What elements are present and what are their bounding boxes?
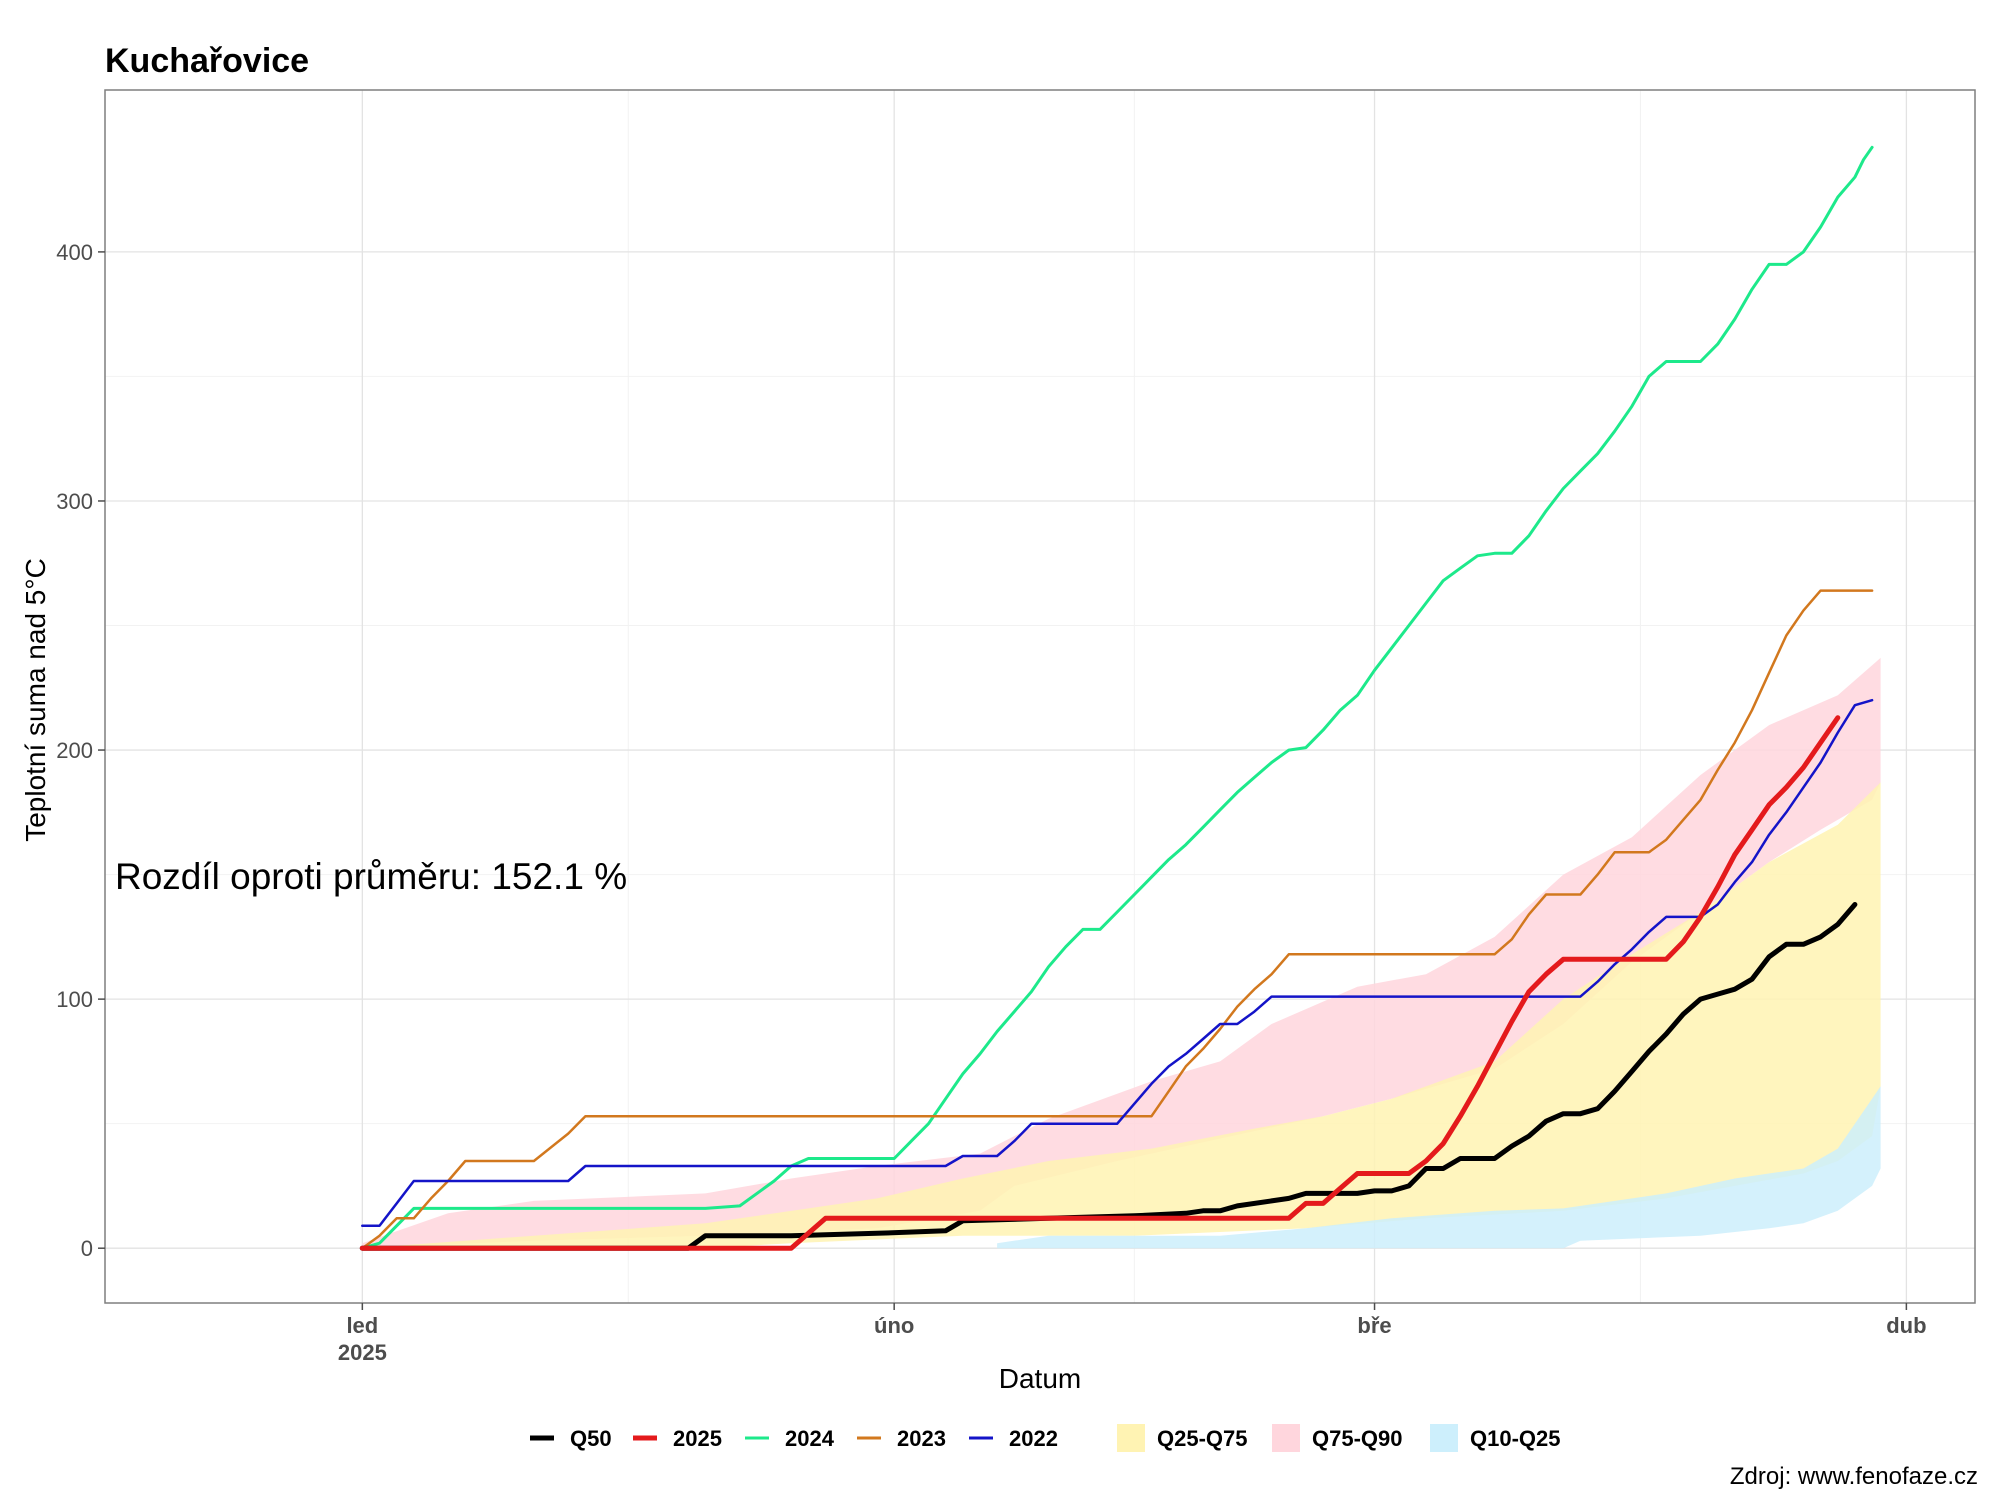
legend-label-q75-q90: Q75-Q90 — [1312, 1426, 1403, 1451]
legend-label-2025: 2025 — [673, 1426, 722, 1451]
y-tick-label: 100 — [56, 987, 93, 1012]
caption-source: Zdroj: www.fenofaze.cz — [1730, 1463, 1978, 1490]
y-tick-label: 200 — [56, 738, 93, 763]
x-tick-label: úno — [874, 1313, 914, 1338]
legend-label-q25-q75: Q25-Q75 — [1157, 1426, 1248, 1451]
chart-title: Kuchařovice — [105, 42, 309, 80]
x-tick-label: dub — [1886, 1313, 1926, 1338]
y-tick-label: 300 — [56, 489, 93, 514]
x-axis-title: Datum — [999, 1363, 1081, 1394]
x-tick-sublabel: 2025 — [338, 1340, 387, 1365]
legend-label-q50: Q50 — [570, 1426, 612, 1451]
band-q75-q90 — [362, 657, 1881, 1249]
series-line-2023 — [361, 589, 1874, 1250]
legend-label-2022: 2022 — [1009, 1426, 1058, 1451]
series-line-2024 — [360, 145, 1874, 1250]
y-tick-label: 400 — [56, 240, 93, 265]
legend-key-q10-q25 — [1430, 1424, 1458, 1452]
legend: Q50 2025 2024 2023 2022 Q25-Q75 Q75-Q90 Q10-Q25 — [530, 1424, 1561, 1452]
band-q25-q75 — [362, 782, 1881, 1249]
legend-label-q10-q25: Q10-Q25 — [1470, 1426, 1561, 1451]
legend-label-2024: 2024 — [785, 1426, 835, 1451]
annotation-text: Rozdíl oproti průměru: 152.1 % — [115, 856, 627, 897]
series-line-2022 — [361, 698, 1874, 1228]
legend-key-q75-q90 — [1272, 1424, 1300, 1452]
legend-label-2023: 2023 — [897, 1426, 946, 1451]
y-axis-title: Teplotní suma nad 5°C — [20, 558, 51, 842]
x-tick-label: led — [346, 1313, 378, 1338]
x-tick-label: bře — [1357, 1313, 1391, 1338]
series-line-2025 — [359, 715, 1841, 1251]
legend-key-q25-q75 — [1117, 1424, 1145, 1452]
panel-border — [104, 89, 1976, 1304]
band-q10-q25 — [997, 1086, 1881, 1249]
y-tick-label: 0 — [81, 1236, 93, 1261]
